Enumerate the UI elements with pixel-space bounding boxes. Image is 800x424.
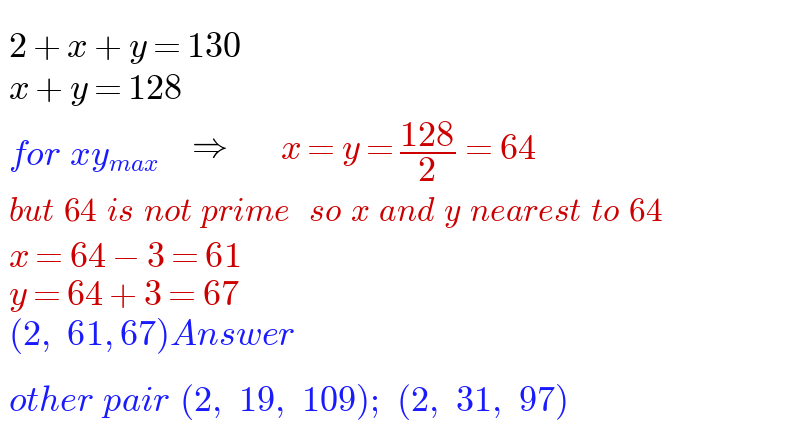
- Text: $x = 64-3 = 61$: $x = 64-3 = 61$: [8, 240, 240, 274]
- Text: $\mathit{other\ pair\ (2,\ 19,\ 109);\ (2,\ 31,\ 97)}$: $\mathit{other\ pair\ (2,\ 19,\ 109);\ (…: [8, 382, 567, 422]
- Text: $y = 64 + 3 = 67$: $y = 64 + 3 = 67$: [8, 278, 240, 314]
- Text: $\mathit{for\ xy}_{\mathit{max}}$: $\mathit{for\ xy}_{\mathit{max}}$: [8, 138, 159, 174]
- Text: $x + y = 128$: $x + y = 128$: [8, 72, 182, 108]
- Text: $\mathit{but\ 64\ is\ not\ prime\ \ so\ x\ and\ y\ nearest\ to\ 64}$: $\mathit{but\ 64\ is\ not\ prime\ \ so\ …: [8, 195, 662, 230]
- Text: $x = y = \dfrac{128}{2} = 64$: $x = y = \dfrac{128}{2} = 64$: [280, 120, 536, 184]
- Text: $2 + x + y = 130$: $2 + x + y = 130$: [8, 30, 242, 66]
- Text: $\mathit{(2,\ 61,67)Answer}$: $\mathit{(2,\ 61,67)Answer}$: [8, 316, 295, 356]
- Text: $\Rightarrow$: $\Rightarrow$: [185, 130, 227, 164]
